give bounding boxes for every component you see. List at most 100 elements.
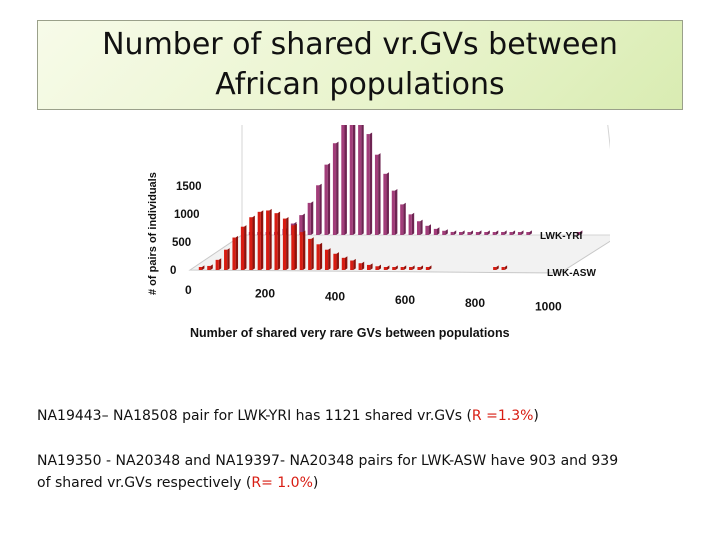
bar-side-lwk-yri-23 [437, 227, 440, 235]
bar-side-lwk-yri-29 [487, 230, 490, 235]
bar-lwk-asw-19 [350, 260, 354, 270]
bar-lwk-asw-25 [400, 267, 404, 270]
note-lwk-asw: NA19350 - NA20348 and NA19397- NA20348 p… [37, 450, 618, 494]
bar-side-lwk-asw-13 [302, 230, 306, 270]
slide-title-line-2: African populations [215, 67, 505, 102]
bar-side-lwk-asw-19 [353, 258, 356, 270]
bar-lwk-yri-20 [408, 214, 412, 235]
note-1-end: ) [533, 408, 539, 424]
bar-lwk-asw-8 [257, 211, 261, 270]
bar-lwk-asw-16 [324, 249, 329, 270]
bar-lwk-asw-9 [266, 210, 270, 270]
bar-lwk-asw-12 [291, 225, 295, 270]
bar-side-lwk-yri-18 [394, 189, 398, 235]
bar-lwk-asw-15 [316, 244, 320, 270]
bar-lwk-yri-23 [433, 228, 438, 235]
bar-lwk-asw-27 [417, 267, 421, 270]
bar-lwk-asw-2 [207, 265, 211, 270]
bar-lwk-yri-14 [358, 125, 362, 235]
bar-side-lwk-asw-23 [387, 265, 390, 270]
bar-lwk-yri-22 [425, 225, 429, 235]
bar-side-lwk-yri-24 [445, 229, 448, 235]
note-1-text: NA19443– NA18508 pair for LWK-YRI has 11… [37, 408, 472, 424]
bar-side-lwk-yri-33 [521, 230, 524, 235]
bar-lwk-yri-31 [501, 232, 505, 235]
bar-side-lwk-asw-30 [504, 265, 508, 270]
bar-lwk-asw-11 [282, 218, 287, 270]
bar-side-lwk-yri-15 [369, 132, 373, 235]
bar-lwk-yri-17 [383, 173, 387, 235]
bar-lwk-yri-28 [475, 232, 480, 235]
note-2-line-2: of shared vr.GVs respectively ( [37, 475, 252, 491]
bar-side-lwk-asw-7 [252, 215, 255, 270]
bar-lwk-yri-7 [299, 215, 303, 235]
slide-title-box: Number of shared vr.GVs between African … [37, 20, 683, 110]
bar-side-lwk-asw-11 [286, 216, 289, 270]
bar-side-lwk-asw-2 [210, 264, 213, 270]
y-tick-label-1: 500 [172, 237, 191, 249]
bar-lwk-yri-9 [316, 185, 320, 235]
bar-lwk-yri-32 [509, 232, 513, 235]
bar-chart-3d: 0 200 400 600 800 1000 0 500 1000 1500 LWK-YRI LWK-… [147, 125, 610, 340]
bar-lwk-yri-26 [459, 232, 463, 235]
bar-lwk-asw-29 [493, 267, 497, 270]
bar-lwk-asw-1 [198, 267, 203, 270]
bar-lwk-asw-24 [392, 267, 396, 270]
bar-side-lwk-asw-25 [403, 265, 407, 270]
x-tick-label-3: 600 [395, 293, 415, 307]
bar-lwk-yri-35 [576, 232, 580, 235]
bar-side-lwk-yri-10 [327, 163, 331, 235]
bar-side-lwk-asw-3 [218, 258, 222, 270]
y-axis-title: # of pairs of individuals [147, 172, 159, 295]
bar-side-lwk-yri-21 [420, 219, 423, 235]
bar-side-lwk-yri-34 [529, 230, 532, 235]
bar-side-lwk-asw-17 [336, 252, 339, 270]
x-tick-label-4: 800 [465, 296, 485, 310]
bar-side-lwk-yri-35 [579, 230, 583, 235]
bar-lwk-asw-26 [409, 267, 413, 270]
slide-title-line-1: Number of shared vr.GVs between [102, 27, 618, 62]
legend-label-lwk-asw: LWK-ASW [547, 268, 596, 279]
bar-lwk-yri-10 [324, 164, 328, 235]
bar-lwk-asw-5 [232, 237, 236, 270]
bar-lwk-asw-10 [274, 213, 278, 270]
bar-lwk-yri-33 [517, 232, 522, 235]
bar-side-lwk-asw-12 [294, 223, 297, 270]
bar-lwk-yri-30 [492, 232, 496, 235]
bar-side-lwk-yri-11 [336, 141, 339, 235]
bar-lwk-asw-3 [215, 259, 219, 270]
bar-lwk-asw-17 [333, 253, 337, 270]
bar-side-lwk-yri-32 [512, 230, 516, 235]
bar-side-lwk-yri-30 [495, 230, 499, 235]
bar-lwk-yri-25 [450, 231, 454, 235]
bar-lwk-asw-22 [375, 266, 379, 270]
bar-lwk-yri-16 [374, 154, 379, 235]
bar-side-lwk-yri-31 [504, 230, 507, 235]
bar-side-lwk-asw-29 [496, 265, 499, 270]
bar-lwk-yri-29 [484, 232, 488, 235]
bar-side-lwk-yri-22 [428, 224, 431, 235]
note-2-r-value: R= 1.0% [251, 475, 313, 491]
bar-side-lwk-yri-9 [319, 183, 322, 235]
y-tick-label-2: 1000 [174, 209, 200, 221]
y-tick-label-3: 1500 [176, 181, 202, 193]
bar-side-lwk-yri-28 [479, 230, 482, 235]
bar-side-lwk-asw-16 [328, 248, 331, 270]
bar-lwk-asw-7 [249, 217, 253, 270]
note-2-line-1: NA19350 - NA20348 and NA19397- NA20348 p… [37, 453, 619, 469]
bar-side-lwk-asw-20 [361, 261, 365, 270]
bar-lwk-asw-14 [308, 238, 312, 270]
bar-lwk-yri-8 [307, 202, 311, 235]
bar-lwk-asw-6 [240, 226, 245, 270]
bar-lwk-yri-24 [442, 230, 446, 235]
bar-side-lwk-asw-18 [344, 256, 348, 270]
bar-side-lwk-yri-19 [403, 202, 406, 235]
bar-side-lwk-asw-26 [412, 265, 415, 270]
y-tick-label-0: 0 [170, 265, 176, 277]
bar-side-lwk-yri-26 [462, 230, 465, 235]
note-2-end: ) [312, 475, 319, 491]
x-tick-label-5: 1000 [535, 299, 562, 313]
bar-lwk-yri-34 [526, 232, 530, 235]
x-tick-label-1: 200 [255, 286, 275, 300]
bar-side-lwk-asw-22 [378, 264, 381, 270]
